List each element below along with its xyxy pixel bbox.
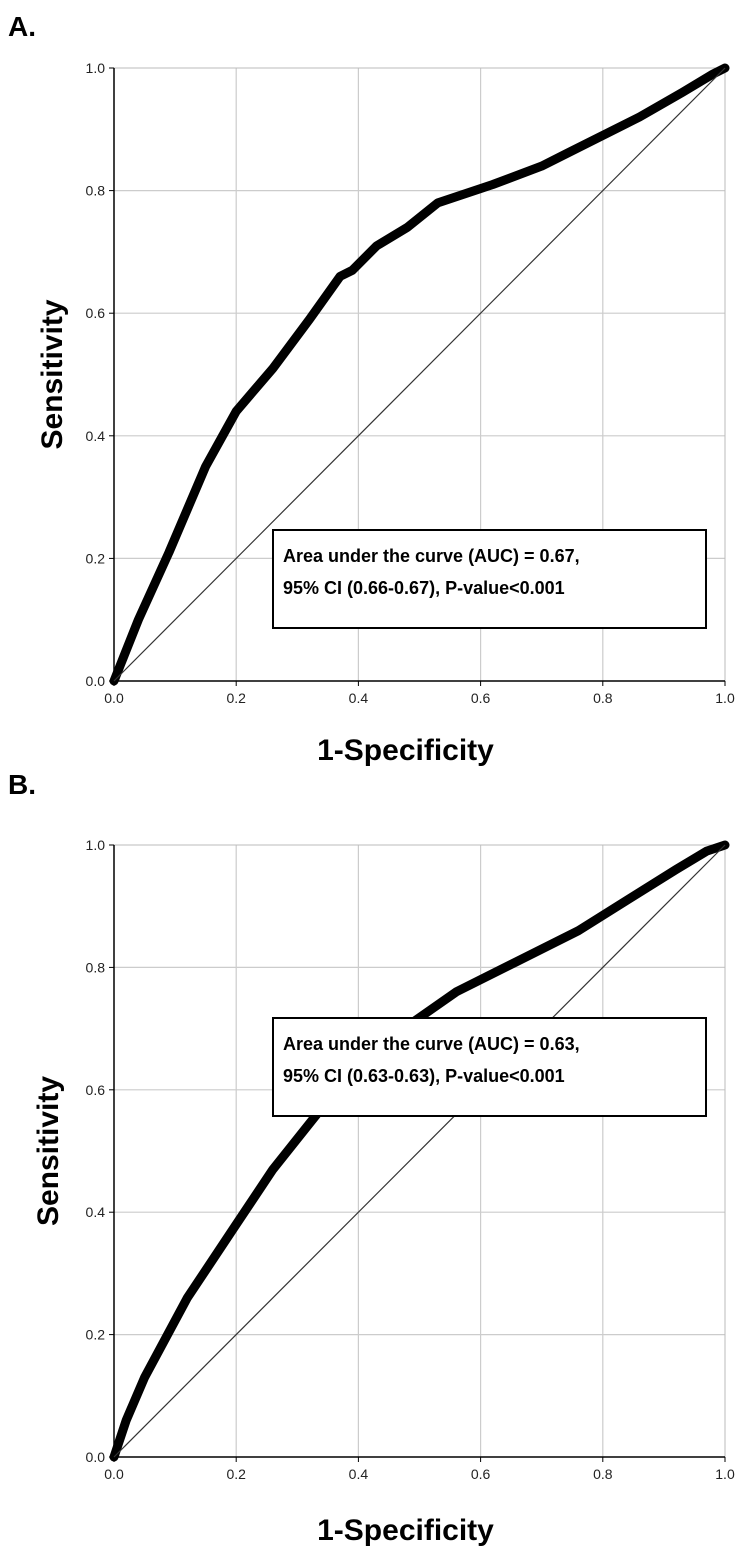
auc-annotation-box xyxy=(272,529,707,629)
roc-chart-a: A. 0.0 0.2 0.4 0.6 0.8 1.0 0.0 0.2 0.4 0.6 0.8 1.0 1-… xyxy=(8,11,735,767)
x-tick-label: 0.2 xyxy=(226,1466,246,1482)
y-tick-label: 0.8 xyxy=(86,183,106,199)
x-tick-label: 0.6 xyxy=(471,690,491,706)
x-tick-label: 1.0 xyxy=(715,690,735,706)
y-tick-label: 0.8 xyxy=(86,959,106,975)
x-tick-label: 0.4 xyxy=(349,1466,369,1482)
x-axis-title: 1-Specificity xyxy=(317,1514,494,1547)
x-tick-label: 0.6 xyxy=(471,1466,491,1482)
y-tick-label: 0.0 xyxy=(86,1449,106,1465)
auc-annotation-text: Area under the curve (AUC) = 0.67, xyxy=(283,546,580,566)
y-tick-label: 0.4 xyxy=(86,428,106,444)
y-tick-label: 0.0 xyxy=(86,673,106,689)
reference-diagonal-line xyxy=(113,67,726,682)
x-tick-label: 0.8 xyxy=(593,1466,613,1482)
auc-annotation-text: 95% CI (0.63-0.63), P-value<0.001 xyxy=(283,1066,565,1086)
panel-label: B. xyxy=(8,770,36,800)
y-tick-label: 0.6 xyxy=(86,1082,106,1098)
x-tick-label: 0.4 xyxy=(349,690,369,706)
reference-diagonal-line xyxy=(113,844,726,1458)
y-tick-label: 0.6 xyxy=(86,305,106,321)
roc-curve-line xyxy=(109,63,730,686)
auc-annotation-box xyxy=(272,1017,707,1117)
x-axis-title: 1-Specificity xyxy=(317,734,494,767)
roc-chart-b: B. 0.0 0.2 0.4 0.6 0.8 1.0 0.0 0.2 0.4 0.6 0.8 1.0 1-… xyxy=(8,770,735,1547)
auc-annotation-text: 95% CI (0.66-0.67), P-value<0.001 xyxy=(283,578,565,598)
y-tick-label: 0.2 xyxy=(86,1327,106,1343)
y-axis-title: Sensitivity xyxy=(36,299,69,449)
x-tick-label: 0.0 xyxy=(104,690,124,706)
y-tick-label: 1.0 xyxy=(86,837,106,853)
x-tick-label: 0.2 xyxy=(226,690,246,706)
panel-label: A. xyxy=(8,11,36,42)
y-tick-label: 1.0 xyxy=(86,60,106,76)
x-tick-label: 1.0 xyxy=(715,1466,735,1482)
y-tick-label: 0.2 xyxy=(86,550,106,566)
x-tick-label: 0.8 xyxy=(593,690,613,706)
auc-annotation-text: Area under the curve (AUC) = 0.63, xyxy=(283,1034,580,1054)
y-axis-title: Sensitivity xyxy=(32,1076,65,1226)
y-tick-label: 0.4 xyxy=(86,1204,106,1220)
x-tick-label: 0.0 xyxy=(104,1466,124,1482)
